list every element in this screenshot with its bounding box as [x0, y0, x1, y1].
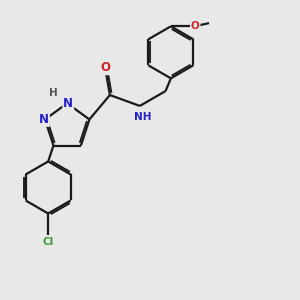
Text: Cl: Cl	[43, 237, 54, 247]
Text: H: H	[49, 88, 58, 98]
Text: N: N	[39, 113, 49, 126]
Text: O: O	[101, 61, 111, 74]
Text: O: O	[191, 21, 200, 31]
Text: NH: NH	[134, 112, 152, 122]
Text: N: N	[63, 97, 73, 110]
